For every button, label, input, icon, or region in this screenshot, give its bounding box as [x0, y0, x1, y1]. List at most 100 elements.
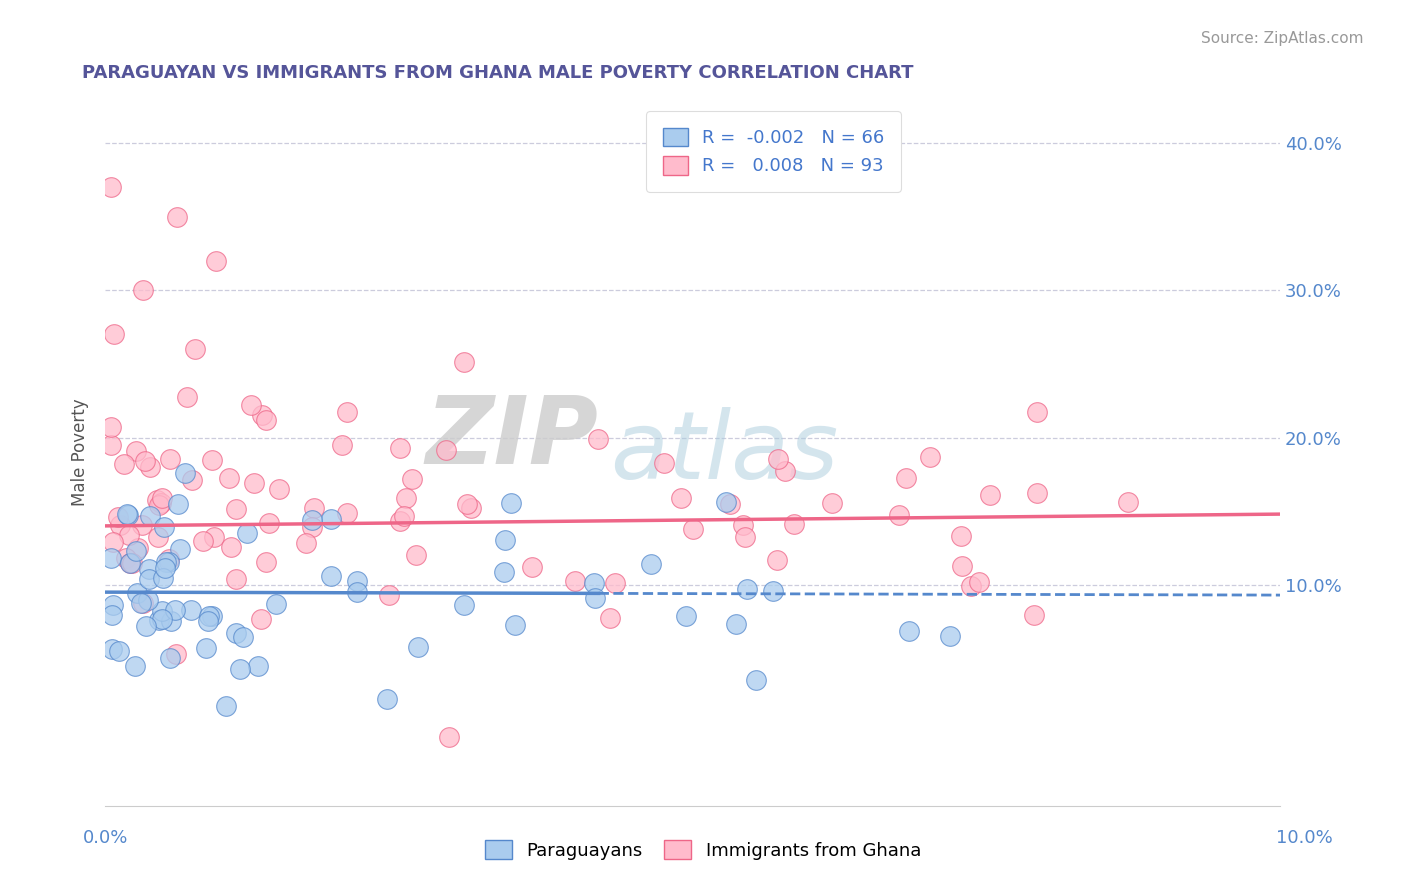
Point: [107, 644, 129, 658]
Point: [295, 536, 318, 550]
Point: [330, 438, 353, 452]
Point: [894, 471, 917, 485]
Point: [152, 571, 174, 585]
Point: [301, 513, 323, 527]
Point: [117, 508, 139, 523]
Point: [148, 498, 170, 512]
Point: [586, 432, 609, 446]
Point: [101, 642, 124, 657]
Point: [176, 390, 198, 404]
Point: [734, 530, 756, 544]
Point: [166, 210, 188, 224]
Point: [180, 603, 202, 617]
Point: [714, 494, 737, 508]
Point: [100, 180, 122, 194]
Point: [520, 560, 543, 574]
Point: [150, 612, 173, 626]
Point: [979, 488, 1001, 502]
Point: [453, 598, 475, 612]
Point: [959, 579, 981, 593]
Point: [405, 549, 427, 563]
Point: [766, 552, 789, 566]
Point: [392, 509, 415, 524]
Point: [153, 520, 176, 534]
Point: [682, 522, 704, 536]
Point: [136, 593, 159, 607]
Point: [319, 512, 342, 526]
Point: [889, 508, 911, 522]
Point: [120, 557, 142, 571]
Point: [139, 459, 162, 474]
Point: [124, 659, 146, 673]
Point: [159, 651, 181, 665]
Point: [112, 457, 135, 471]
Point: [247, 658, 270, 673]
Point: [118, 556, 141, 570]
Point: [107, 509, 129, 524]
Point: [762, 583, 785, 598]
Point: [204, 253, 226, 268]
Point: [103, 327, 125, 342]
Legend: R =  -0.002   N = 66, R =   0.008   N = 93: R = -0.002 N = 66, R = 0.008 N = 93: [647, 112, 901, 192]
Point: [100, 608, 122, 623]
Point: [918, 450, 941, 465]
Point: [129, 596, 152, 610]
Point: [583, 591, 606, 606]
Point: [157, 555, 180, 569]
Point: [134, 454, 156, 468]
Text: PARAGUAYAN VS IMMIGRANTS FROM GHANA MALE POVERTY CORRELATION CHART: PARAGUAYAN VS IMMIGRANTS FROM GHANA MALE…: [82, 64, 914, 82]
Point: [101, 535, 124, 549]
Point: [232, 630, 254, 644]
Point: [744, 673, 766, 688]
Point: [319, 569, 342, 583]
Point: [257, 516, 280, 530]
Point: [375, 692, 398, 706]
Point: [967, 574, 990, 589]
Point: [766, 452, 789, 467]
Point: [100, 438, 122, 452]
Point: [640, 557, 662, 571]
Point: [184, 342, 207, 356]
Point: [453, 355, 475, 369]
Point: [180, 473, 202, 487]
Point: [159, 451, 181, 466]
Point: [139, 508, 162, 523]
Point: [157, 552, 180, 566]
Point: [191, 534, 214, 549]
Point: [1116, 495, 1139, 509]
Point: [1026, 405, 1049, 419]
Point: [406, 640, 429, 654]
Point: [150, 604, 173, 618]
Legend: Paraguayans, Immigrants from Ghana: Paraguayans, Immigrants from Ghana: [478, 833, 928, 867]
Point: [1022, 607, 1045, 622]
Point: [564, 574, 586, 588]
Point: [127, 586, 149, 600]
Point: [225, 625, 247, 640]
Point: [165, 647, 187, 661]
Point: [603, 576, 626, 591]
Point: [167, 497, 190, 511]
Point: [250, 612, 273, 626]
Point: [200, 452, 222, 467]
Point: [254, 413, 277, 427]
Point: [250, 409, 273, 423]
Point: [950, 559, 973, 574]
Point: [669, 491, 692, 505]
Point: [378, 588, 401, 602]
Point: [150, 491, 173, 506]
Point: [675, 608, 697, 623]
Point: [336, 506, 359, 520]
Point: [159, 614, 181, 628]
Point: [264, 597, 287, 611]
Point: [125, 443, 148, 458]
Point: [401, 471, 423, 485]
Point: [225, 502, 247, 516]
Point: [218, 471, 240, 485]
Text: Source: ZipAtlas.com: Source: ZipAtlas.com: [1201, 31, 1364, 46]
Point: [501, 496, 523, 510]
Point: [494, 533, 516, 548]
Point: [388, 442, 411, 456]
Point: [132, 596, 155, 610]
Point: [336, 405, 359, 419]
Point: [118, 527, 141, 541]
